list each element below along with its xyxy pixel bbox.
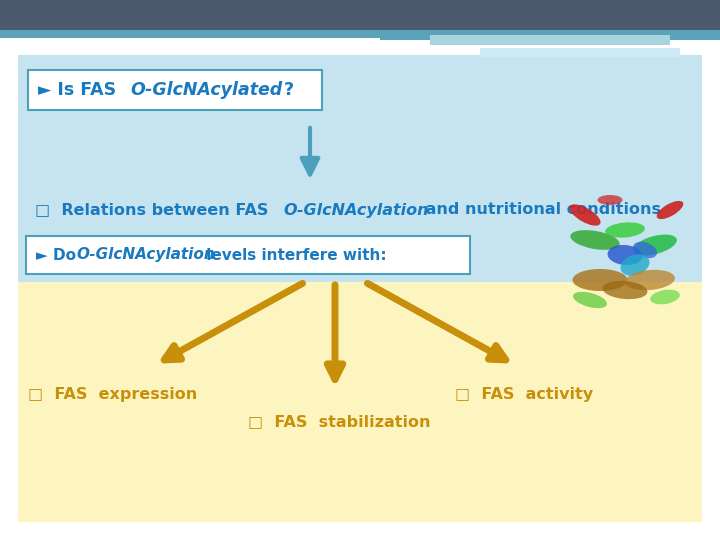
Ellipse shape: [570, 204, 600, 226]
Ellipse shape: [625, 270, 675, 290]
Bar: [0, 38, 380, 50]
Bar: [18, 282, 702, 522]
Bar: [0, 30, 720, 40]
Text: ► Do: ► Do: [36, 247, 81, 262]
Bar: [480, 48, 680, 57]
Text: O-GlcNAcylation: O-GlcNAcylation: [76, 247, 215, 262]
Ellipse shape: [603, 281, 647, 299]
Bar: [18, 55, 702, 285]
Ellipse shape: [650, 289, 680, 305]
Text: □  Relations between FAS: □ Relations between FAS: [35, 202, 274, 218]
Ellipse shape: [598, 195, 623, 205]
Bar: [0, 0, 720, 30]
Ellipse shape: [633, 234, 677, 255]
Text: ► Is FAS: ► Is FAS: [38, 81, 122, 99]
FancyBboxPatch shape: [28, 70, 322, 110]
Ellipse shape: [572, 269, 628, 291]
Text: □  FAS  stabilization: □ FAS stabilization: [248, 415, 431, 429]
Bar: [430, 35, 670, 45]
Ellipse shape: [605, 222, 645, 238]
Text: □  FAS  expression: □ FAS expression: [28, 388, 197, 402]
Ellipse shape: [621, 254, 649, 276]
FancyBboxPatch shape: [26, 236, 470, 274]
Ellipse shape: [570, 230, 620, 250]
Text: and nutritional conditions: and nutritional conditions: [420, 202, 661, 218]
Text: levels interfere with:: levels interfere with:: [201, 247, 387, 262]
Text: ?: ?: [278, 81, 294, 99]
Text: □  FAS  activity: □ FAS activity: [455, 388, 593, 402]
Ellipse shape: [657, 201, 683, 219]
Ellipse shape: [608, 245, 642, 265]
Ellipse shape: [633, 242, 657, 258]
Text: O-GlcNAcylation: O-GlcNAcylation: [283, 202, 428, 218]
Ellipse shape: [573, 292, 607, 308]
Text: O-GlcNAcylated: O-GlcNAcylated: [130, 81, 282, 99]
